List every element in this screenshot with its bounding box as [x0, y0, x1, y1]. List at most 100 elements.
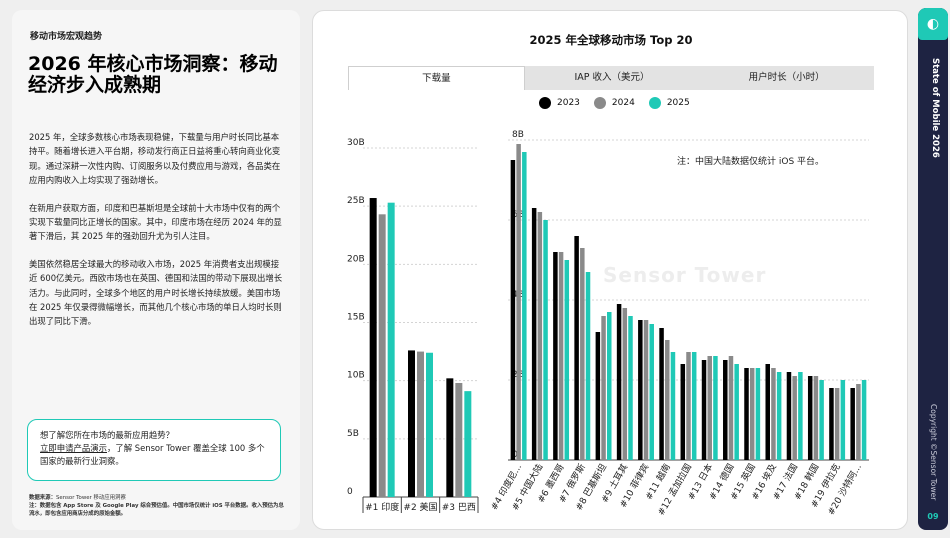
tab-bar: 下载量 IAP 收入（美元） 用户时长（小时）: [348, 66, 874, 90]
bar-2023: [829, 388, 834, 460]
y-tick-label: 25B: [347, 196, 365, 206]
legend-item-2024: 2024: [593, 97, 635, 109]
bar-2025: [819, 380, 824, 460]
bar-2023: [807, 376, 813, 460]
bar-2024: [417, 351, 424, 497]
bar-2024: [455, 382, 463, 497]
section-label: 移动市场宏观趋势: [30, 32, 103, 42]
bar-2024: [580, 248, 585, 460]
bar-2025: [464, 391, 472, 497]
bar-2025: [734, 364, 739, 460]
legend-item-2025: 2025: [648, 97, 690, 109]
x-tick-label: #2 美国: [403, 501, 437, 513]
legend-dot-icon: [593, 97, 606, 109]
paragraph: 2025 年，全球多数核心市场表现稳健，下载量与用户时长同比基本持平。随着增长进…: [29, 132, 281, 186]
y-tick-label: 30B: [347, 138, 365, 148]
bar-2025: [564, 260, 570, 460]
bar-2024: [665, 340, 670, 460]
bar-2023: [446, 378, 454, 497]
bar-2023: [850, 388, 855, 460]
page-title: 2026 年核心市场洞察：移动经济步入成熟期: [28, 53, 278, 96]
bar-2025: [649, 324, 654, 460]
y-tick-label: 10B: [347, 371, 365, 381]
bar-2023: [616, 304, 622, 460]
bar-2024: [378, 214, 386, 497]
footnote-note-bold: 综合预估值: [140, 503, 168, 509]
footnote-note-end: 。中国市场仅统计 iOS 平台数据。收入预估为总流水，即包含应用商店分成的原始金…: [29, 503, 284, 517]
y-tick-label: 8B: [512, 130, 524, 140]
bar-2023: [574, 236, 579, 460]
bar-2024: [707, 356, 712, 460]
bar-2025: [840, 380, 846, 460]
bar-2024: [856, 384, 861, 460]
bar-2025: [861, 380, 867, 460]
demo-request-link[interactable]: 立即申请产品演示: [40, 443, 107, 453]
bar-2023: [408, 350, 415, 497]
bar-2024: [813, 376, 819, 460]
y-tick-label: 20B: [347, 254, 365, 264]
paragraph: 美国依然稳居全球最大的移动收入市场，2025 年消费者支出规模接近 600亿美元…: [29, 258, 283, 327]
sensor-tower-logo-icon: ◐: [926, 16, 940, 32]
watermark: Sensor Tower: [603, 263, 767, 287]
bar-2023: [659, 328, 664, 460]
bar-2023: [638, 320, 643, 460]
bar-2024: [558, 252, 564, 460]
bar-2025: [691, 352, 697, 460]
sidebar: [918, 8, 948, 530]
legend-dot-icon: [539, 97, 551, 109]
bar-2023: [723, 360, 728, 460]
legend-label: 2023: [557, 98, 580, 108]
bar-2025: [798, 372, 803, 460]
x-tick-label: #3 巴西: [442, 502, 476, 513]
bar-2023: [553, 252, 558, 460]
bar-2025: [387, 202, 395, 497]
bar-2023: [369, 198, 377, 498]
footnote-source: Sensor Tower 移动应用洞察: [55, 495, 126, 501]
paragraph: 在新用户获取方面，印度和巴基斯坦是全球前十大市场中仅有的两个实现下载量同比正增长…: [29, 202, 282, 242]
report-title: State of Mobile 2026: [930, 58, 940, 158]
bar-2024: [537, 212, 543, 460]
chart-title: 2025 年全球移动市场 Top 20: [529, 33, 693, 47]
bar-2023: [744, 368, 749, 460]
bar-2024: [622, 308, 628, 460]
bar-2023: [510, 160, 516, 460]
bar-2024: [643, 320, 649, 460]
footnote-note: 注：数据包含 App Store 及 Google Play: [29, 503, 141, 509]
chart-note: 注：中国大陆数据仅统计 iOS 平台。: [677, 157, 825, 167]
legend-label: 2025: [666, 98, 690, 108]
bar-2024: [834, 388, 840, 460]
bar-2023: [765, 364, 770, 460]
cta-question: 想了解您所在市场的最新应用趋势？: [40, 430, 174, 440]
copyright: Copyright ©Sensor Tower: [929, 404, 938, 501]
bar-2025: [755, 368, 761, 460]
chart-card: 2025 年全球移动市场 Top 20 下载量 IAP 收入（美元） 用户时长（…: [312, 10, 908, 530]
bar-2023: [680, 364, 686, 460]
y-tick-label: 0: [347, 487, 353, 497]
tab-time-spent[interactable]: 用户时长（小时）: [748, 72, 825, 83]
bar-2024: [516, 144, 521, 460]
bar-2024: [728, 356, 734, 460]
left-panel: 移动市场宏观趋势 2026 年核心市场洞察：移动经济步入成熟期 2025 年，全…: [12, 10, 300, 530]
bar-2024: [686, 352, 691, 460]
chart-legend: 2023 2024 2025: [539, 97, 690, 109]
logo-badge: ◐: [918, 8, 948, 40]
y-tick-label: 15B: [347, 313, 365, 323]
cta-text: ，了解 Sensor Tower 覆盖全球 100 多个国家的最新行业洞察。: [40, 443, 265, 466]
footnote-label: 数据来源：: [29, 495, 56, 501]
bar-2025: [670, 352, 676, 460]
bar-2025: [585, 272, 591, 460]
bar-2025: [543, 220, 548, 460]
x-tick-label: #1 印度: [365, 501, 399, 513]
bar-2023: [531, 208, 537, 460]
legend-item-2023: 2023: [539, 97, 580, 109]
bar-2025: [607, 312, 612, 460]
bar-2025: [426, 352, 433, 497]
bar-2025: [776, 372, 782, 460]
footnote: 数据来源：Sensor Tower 移动应用洞察 注：数据包含 App Stor…: [29, 494, 289, 518]
bar-2023: [701, 360, 707, 460]
bar-2025: [713, 356, 718, 460]
tab-downloads[interactable]: 下载量: [348, 66, 525, 90]
tab-iap-revenue[interactable]: IAP 收入（美元）: [574, 72, 650, 83]
legend-label: 2024: [611, 98, 635, 108]
